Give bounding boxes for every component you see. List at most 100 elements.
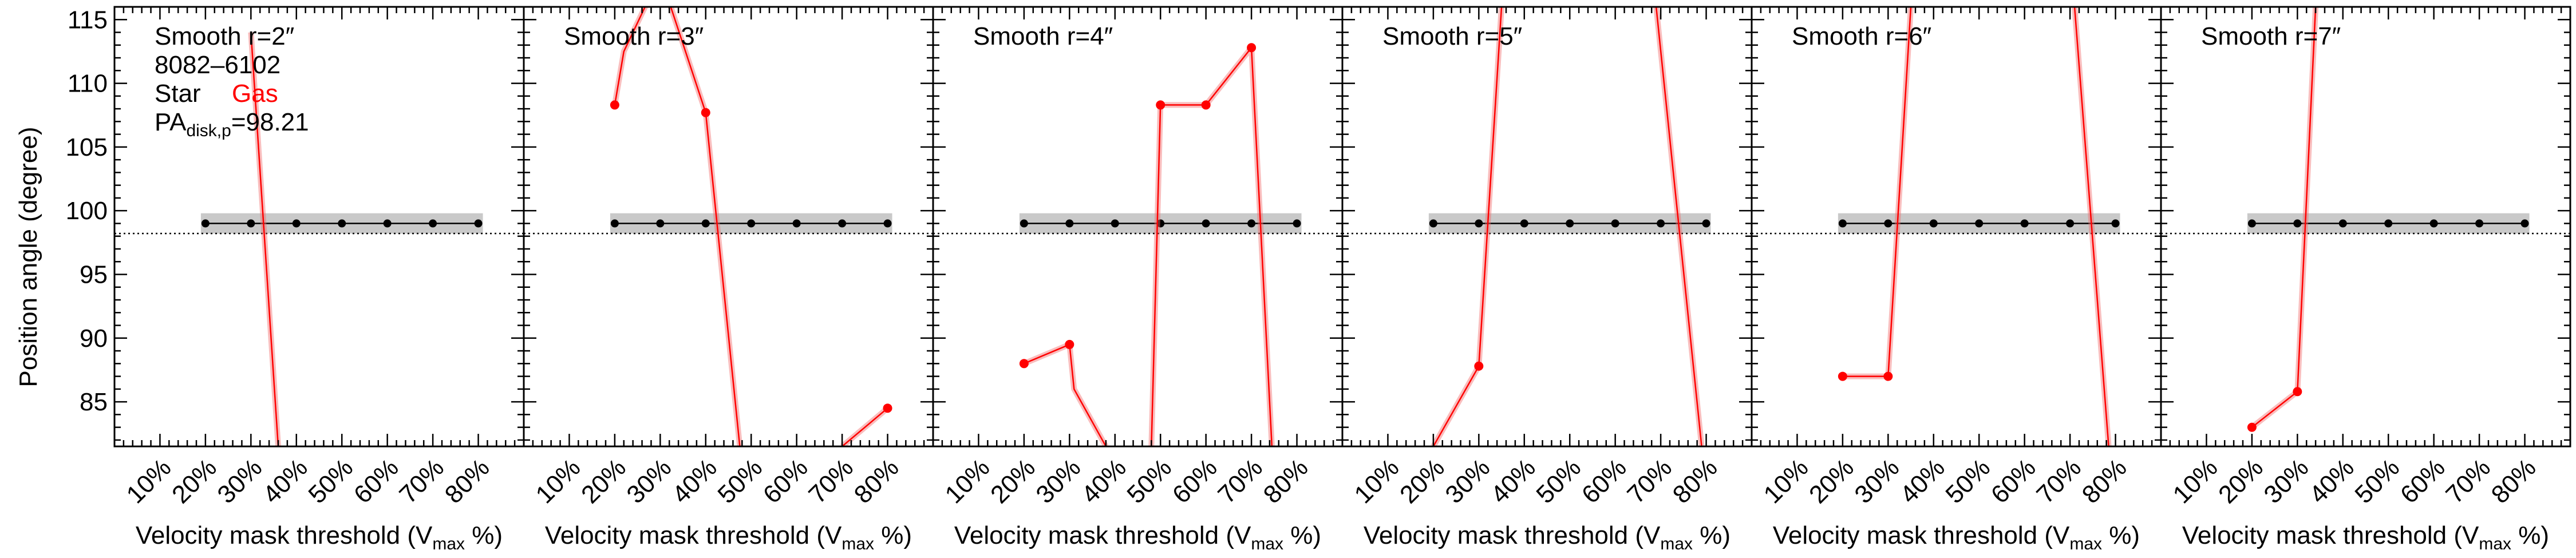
x-tick-label: 40% xyxy=(1076,453,1132,509)
panel-1: 85909510010511011510%20%30%40%50%60%70%8… xyxy=(66,6,525,553)
star-point xyxy=(1929,219,1938,228)
star-point xyxy=(2475,219,2484,228)
x-tick-label: 80% xyxy=(2077,453,2132,509)
star-point xyxy=(1202,219,1210,228)
x-axis-label: Velocity mask threshold (Vmax %) xyxy=(954,521,1321,553)
star-point xyxy=(1111,219,1119,228)
x-tick-label: 60% xyxy=(1167,453,1223,509)
x-tick-label: 70% xyxy=(1622,453,1677,509)
x-tick-label: 60% xyxy=(1577,453,1632,509)
gas-band xyxy=(1842,7,1914,379)
star-point xyxy=(2111,219,2120,228)
star-point xyxy=(1702,219,1710,228)
x-tick-label: 20% xyxy=(2213,453,2269,509)
x-tick-label: 50% xyxy=(303,453,358,509)
gas-point xyxy=(1474,361,1484,371)
panel-3: 10%20%30%40%50%60%70%80% Smooth r=4″ Veloc… xyxy=(932,6,1344,553)
star-point xyxy=(2384,219,2393,228)
star-point xyxy=(610,219,619,228)
x-tick-label: 20% xyxy=(576,453,631,509)
x-tick-label: 70% xyxy=(803,453,859,509)
star-point xyxy=(2066,219,2075,228)
gas-band xyxy=(1022,341,1109,446)
x-axis-label: Velocity mask threshold (Vmax %) xyxy=(2182,521,2549,553)
star-point xyxy=(1657,219,1665,228)
star-point xyxy=(792,219,801,228)
plot-area xyxy=(524,7,933,446)
star-point xyxy=(1838,219,1847,228)
x-tick-label: 30% xyxy=(1440,453,1495,509)
x-tick-label: 30% xyxy=(621,453,677,509)
star-point xyxy=(701,219,710,228)
x-tick-label: 80% xyxy=(1258,453,1314,509)
x-tick-label: 30% xyxy=(1030,453,1086,509)
gas-line xyxy=(2073,7,2109,446)
x-axis-label: Velocity mask threshold (Vmax %) xyxy=(1364,521,1730,553)
gas-point xyxy=(1201,100,1211,110)
x-tick-label: 10% xyxy=(2168,453,2223,509)
star-legend-label: Star xyxy=(155,80,201,108)
x-axis-label: Velocity mask threshold (Vmax %) xyxy=(545,521,912,553)
x-tick-label: 60% xyxy=(758,453,813,509)
x-tick-label: 50% xyxy=(712,453,768,509)
x-tick-label: 10% xyxy=(121,453,177,509)
panels: 85909510010511011510%20%30%40%50%60%70%8… xyxy=(66,6,2571,553)
y-tick-label: 110 xyxy=(68,70,108,98)
x-tick-label: 80% xyxy=(2486,453,2542,509)
plot-area xyxy=(1342,7,1752,446)
y-tick-label: 85 xyxy=(80,388,108,416)
star-point xyxy=(2338,219,2347,228)
gas-line xyxy=(614,7,706,113)
panel-title: Smooth r=4″ xyxy=(973,22,1113,50)
gas-point xyxy=(1247,43,1257,53)
star-point xyxy=(2520,219,2529,228)
x-tick-label: 20% xyxy=(985,453,1041,509)
x-tick-label: 40% xyxy=(1485,453,1541,509)
star-point xyxy=(247,219,255,228)
plot-area xyxy=(114,32,524,446)
gas-line xyxy=(1655,7,1702,446)
star-point xyxy=(1475,219,1483,228)
gas-point xyxy=(2293,387,2302,397)
star-point xyxy=(1611,219,1619,228)
x-tick-label: 80% xyxy=(440,453,495,509)
x-tick-label: 50% xyxy=(2349,453,2405,509)
x-tick-label: 80% xyxy=(1668,453,1723,509)
x-tick-label: 80% xyxy=(849,453,904,509)
x-tick-label: 20% xyxy=(1804,453,1859,509)
plot-area xyxy=(1752,7,2161,446)
x-axis-label: Velocity mask threshold (Vmax %) xyxy=(1773,521,2140,553)
x-tick-label: 40% xyxy=(667,453,722,509)
gas-line xyxy=(705,112,741,446)
star-point xyxy=(338,219,346,228)
gas-legend-label: Gas xyxy=(232,80,278,108)
plot-area xyxy=(2161,7,2570,432)
x-tick-label: 70% xyxy=(2440,453,2496,509)
x-tick-label: 10% xyxy=(940,453,995,509)
x-tick-label: 20% xyxy=(167,453,222,509)
panel-title: Smooth r=7″ xyxy=(2201,22,2341,50)
plateifu-label: 8082–6102 xyxy=(155,51,280,79)
gas-point xyxy=(883,403,892,413)
pa-label: PAdisk,p=98.21 xyxy=(155,108,309,140)
gas-point xyxy=(1019,359,1029,369)
y-axis-label: Position angle (degree) xyxy=(14,127,42,387)
gas-point xyxy=(1883,371,1893,381)
star-point xyxy=(201,219,210,228)
x-axis-label: Velocity mask threshold (Vmax %) xyxy=(136,521,503,553)
gas-line xyxy=(841,407,888,446)
gas-point xyxy=(1065,339,1074,349)
plot-area xyxy=(933,43,1342,446)
star-point xyxy=(883,219,892,228)
x-tick-label: 30% xyxy=(212,453,267,509)
x-tick-label: 50% xyxy=(1121,453,1177,509)
panel-title: Smooth r=6″ xyxy=(1792,22,1931,50)
star-point xyxy=(1566,219,1574,228)
panel-6: 10%20%30%40%50%60%70%80% Smooth r=7″ Veloc… xyxy=(2160,6,2571,553)
star-point xyxy=(838,219,847,228)
y-tick-label: 105 xyxy=(66,133,108,161)
x-tick-label: 70% xyxy=(2031,453,2087,509)
star-point xyxy=(1975,219,1984,228)
star-point xyxy=(2293,219,2302,228)
